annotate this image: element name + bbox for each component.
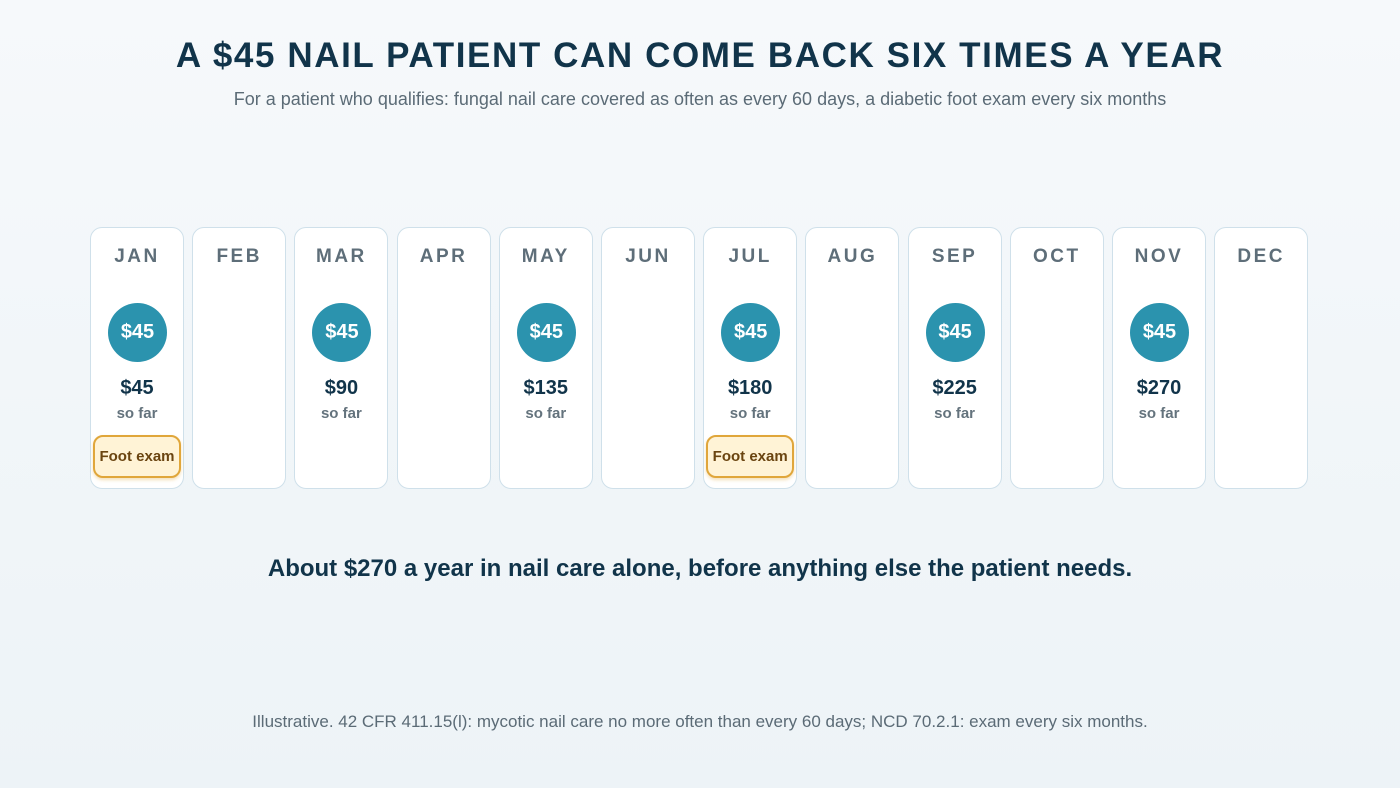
month-card-apr: APR	[396, 227, 491, 489]
page-title: A $45 NAIL PATIENT CAN COME BACK SIX TIM…	[175, 36, 1225, 75]
cumulative-total: $45	[120, 377, 154, 399]
foot-exam-badge: Foot exam	[706, 435, 795, 478]
month-card-jan: JAN $45 $45 so far Foot exam	[90, 227, 184, 489]
summary-text: About $270 a year in nail care alone, be…	[267, 555, 1133, 582]
so-far-label: so far	[525, 405, 567, 422]
month-label: DEC	[1237, 246, 1285, 267]
month-label: MAY	[521, 246, 570, 267]
cumulative-total: $225	[932, 377, 977, 399]
visit-fee-circle: $45	[721, 303, 781, 362]
month-label: AUG	[827, 246, 878, 267]
foot-exam-badge: Foot exam	[93, 435, 181, 478]
month-label: NOV	[1134, 246, 1184, 267]
month-card-sep: SEP $45 $225 so far	[907, 227, 1002, 489]
month-label: SEP	[931, 246, 978, 267]
month-label: MAR	[316, 246, 367, 267]
month-label: JUL	[728, 246, 772, 267]
month-label: JAN	[114, 246, 160, 267]
visit-fee-circle: $45	[925, 303, 985, 362]
cumulative-total: $135	[523, 377, 569, 399]
visit-fee-circle: $45	[516, 303, 576, 362]
month-card-jun: JUN	[601, 227, 695, 489]
cumulative-total: $270	[1136, 377, 1182, 399]
so-far-label: so far	[116, 405, 158, 422]
month-card-jul: JUL $45 $180 so far Foot exam	[703, 227, 798, 489]
month-label: OCT	[1032, 246, 1081, 267]
month-card-dec: DEC	[1214, 227, 1309, 489]
month-label: JUN	[625, 246, 671, 267]
visit-fee-circle: $45	[312, 303, 372, 362]
so-far-label: so far	[1138, 405, 1180, 422]
month-card-nov: NOV $45 $270 so far	[1112, 227, 1206, 489]
cumulative-total: $90	[324, 377, 359, 399]
month-label: FEB	[216, 246, 262, 267]
month-card-mar: MAR $45 $90 so far	[294, 227, 389, 489]
month-label: APR	[419, 246, 468, 267]
footnote: Illustrative. 42 CFR 411.15(l): mycotic …	[252, 712, 1148, 731]
page-subtitle: For a patient who qualifies: fungal nail…	[233, 89, 1167, 109]
visit-fee-circle: $45	[108, 303, 167, 362]
month-card-may: MAY $45 $135 so far	[498, 227, 593, 489]
month-card-oct: OCT	[1009, 227, 1104, 489]
so-far-label: so far	[729, 405, 771, 422]
so-far-label: so far	[934, 405, 976, 422]
month-card-feb: FEB	[192, 227, 287, 489]
month-timeline: JAN $45 $45 so far Foot exam FEB MAR $45 $90 so f…	[90, 227, 1310, 491]
so-far-label: so far	[320, 405, 362, 422]
month-card-aug: AUG	[805, 227, 900, 489]
cumulative-total: $180	[727, 377, 773, 399]
visit-fee-circle: $45	[1130, 303, 1189, 362]
